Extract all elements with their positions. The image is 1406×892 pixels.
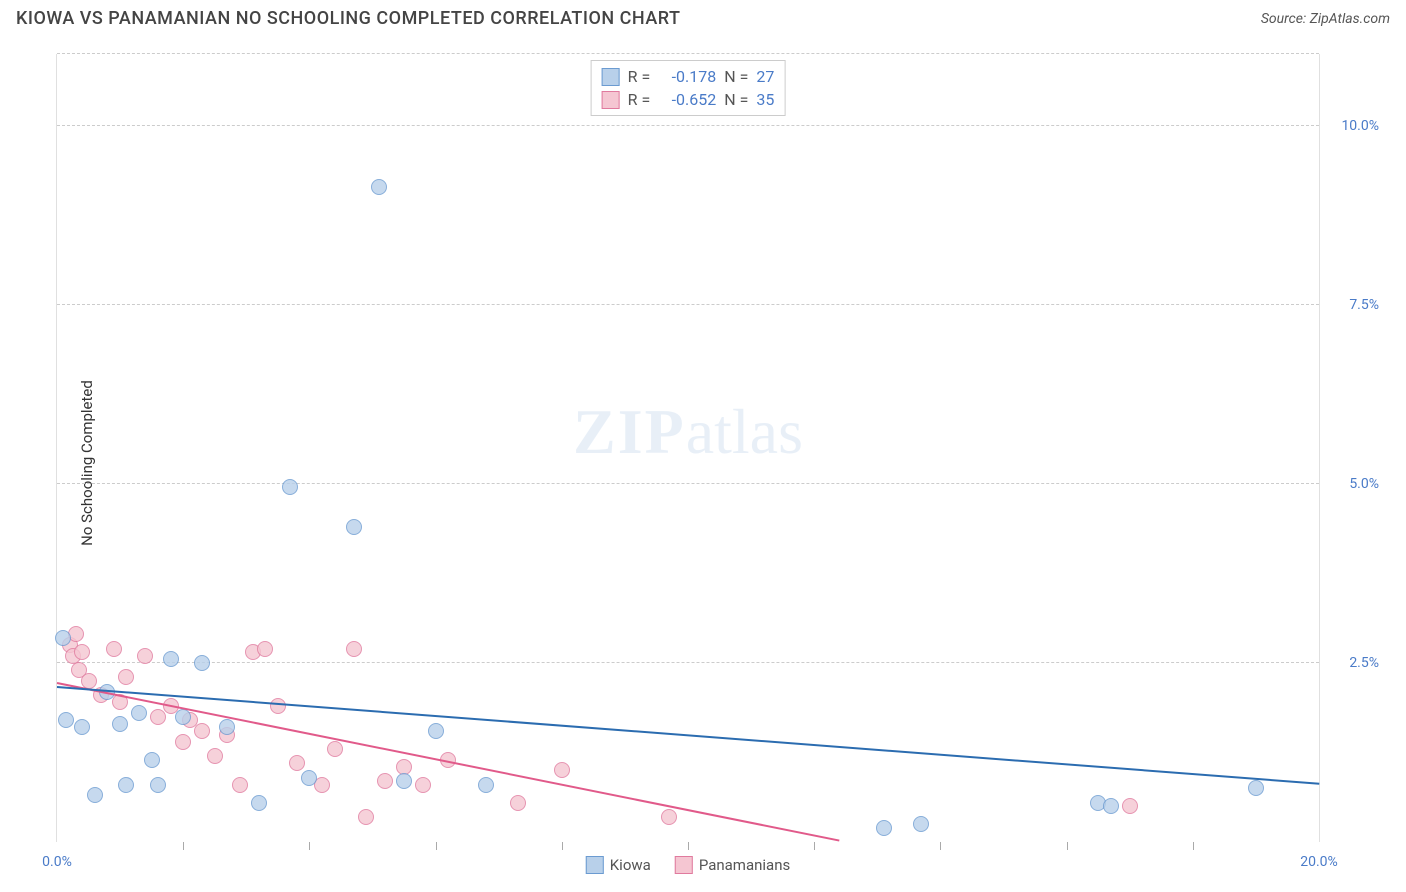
chart-title: KIOWA VS PANAMANIAN NO SCHOOLING COMPLET…: [16, 8, 680, 29]
x-tick: [562, 842, 563, 850]
x-tick: [814, 842, 815, 850]
gridline-h: [57, 483, 1319, 484]
scatter-point-panamanians: [137, 648, 153, 664]
legend-item-kiowa: Kiowa: [586, 856, 651, 874]
scatter-point-kiowa: [219, 719, 235, 735]
watermark: ZIPatlas: [573, 395, 803, 469]
n-value-panamanians: 35: [756, 90, 774, 109]
scatter-point-kiowa: [163, 651, 179, 667]
correlation-legend: R = -0.178 N = 27 R = -0.652 N = 35: [591, 60, 786, 116]
x-tick: [183, 842, 184, 850]
gridline-h: [57, 125, 1319, 126]
n-label: N =: [724, 67, 748, 86]
x-tick: [309, 842, 310, 850]
y-tick-label: 10.0%: [1341, 118, 1379, 134]
chart-source: Source: ZipAtlas.com: [1261, 11, 1390, 27]
scatter-point-kiowa: [131, 705, 147, 721]
plot-area: ZIPatlas R = -0.178 N = 27 R = -0.652 N …: [56, 54, 1320, 842]
scatter-point-panamanians: [175, 734, 191, 750]
scatter-point-kiowa: [346, 519, 362, 535]
scatter-point-kiowa: [913, 816, 929, 832]
scatter-point-panamanians: [118, 669, 134, 685]
scatter-point-kiowa: [428, 723, 444, 739]
legend-item-panamanians: Panamanians: [675, 856, 790, 874]
trend-line-kiowa: [57, 686, 1319, 785]
watermark-zip: ZIP: [573, 396, 686, 467]
scatter-point-panamanians: [415, 777, 431, 793]
x-tick: [436, 842, 437, 850]
scatter-point-kiowa: [396, 773, 412, 789]
scatter-point-panamanians: [74, 644, 90, 660]
r-value-kiowa: -0.178: [658, 67, 716, 86]
scatter-point-kiowa: [144, 752, 160, 768]
legend-label-kiowa: Kiowa: [610, 856, 651, 874]
r-label: R =: [628, 90, 651, 109]
legend-row-panamanians: R = -0.652 N = 35: [602, 88, 775, 111]
scatter-point-kiowa: [55, 630, 71, 646]
scatter-point-kiowa: [58, 712, 74, 728]
scatter-point-panamanians: [257, 641, 273, 657]
x-tick: [688, 842, 689, 850]
x-tick: [1067, 842, 1068, 850]
r-label: R =: [628, 67, 651, 86]
scatter-point-panamanians: [232, 777, 248, 793]
scatter-point-kiowa: [194, 655, 210, 671]
x-tick: [1193, 842, 1194, 850]
scatter-point-kiowa: [282, 479, 298, 495]
x-tick-label: 0.0%: [42, 854, 72, 870]
scatter-point-kiowa: [1248, 780, 1264, 796]
n-value-kiowa: 27: [756, 67, 774, 86]
scatter-point-kiowa: [478, 777, 494, 793]
scatter-point-kiowa: [1103, 798, 1119, 814]
y-tick-label: 5.0%: [1349, 476, 1379, 492]
legend-label-panamanians: Panamanians: [699, 856, 790, 874]
swatch-panamanians: [602, 91, 620, 109]
watermark-atlas: atlas: [686, 396, 803, 467]
y-tick-label: 7.5%: [1349, 297, 1379, 313]
scatter-point-panamanians: [289, 755, 305, 771]
swatch-kiowa-icon: [586, 856, 604, 874]
swatch-panamanians-icon: [675, 856, 693, 874]
scatter-point-panamanians: [207, 748, 223, 764]
scatter-point-panamanians: [510, 795, 526, 811]
chart-header: KIOWA VS PANAMANIAN NO SCHOOLING COMPLET…: [0, 0, 1406, 29]
scatter-point-panamanians: [270, 698, 286, 714]
n-label: N =: [724, 90, 748, 109]
scatter-point-kiowa: [87, 787, 103, 803]
scatter-point-kiowa: [371, 179, 387, 195]
scatter-point-kiowa: [301, 770, 317, 786]
trend-line-panamanians: [57, 682, 840, 842]
scatter-point-panamanians: [358, 809, 374, 825]
gridline-h: [57, 662, 1319, 663]
scatter-point-panamanians: [377, 773, 393, 789]
scatter-point-panamanians: [106, 641, 122, 657]
scatter-point-panamanians: [346, 641, 362, 657]
scatter-point-panamanians: [554, 762, 570, 778]
scatter-point-kiowa: [251, 795, 267, 811]
x-tick: [940, 842, 941, 850]
gridline-h: [57, 53, 1319, 54]
scatter-point-kiowa: [118, 777, 134, 793]
chart-container: No Schooling Completed ZIPatlas R = -0.1…: [16, 44, 1390, 882]
scatter-point-kiowa: [112, 716, 128, 732]
scatter-point-kiowa: [74, 719, 90, 735]
legend-row-kiowa: R = -0.178 N = 27: [602, 65, 775, 88]
scatter-point-panamanians: [1122, 798, 1138, 814]
y-tick-label: 2.5%: [1349, 655, 1379, 671]
r-value-panamanians: -0.652: [658, 90, 716, 109]
gridline-h: [57, 304, 1319, 305]
series-legend: Kiowa Panamanians: [586, 856, 790, 874]
scatter-point-panamanians: [661, 809, 677, 825]
scatter-point-kiowa: [876, 820, 892, 836]
x-tick-label: 20.0%: [1300, 854, 1338, 870]
swatch-kiowa: [602, 68, 620, 86]
scatter-point-panamanians: [327, 741, 343, 757]
scatter-point-kiowa: [150, 777, 166, 793]
scatter-point-panamanians: [194, 723, 210, 739]
scatter-point-kiowa: [175, 709, 191, 725]
